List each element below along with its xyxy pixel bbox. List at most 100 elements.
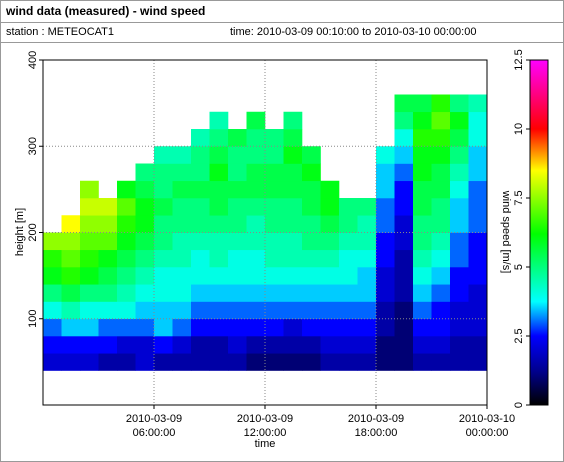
y-axis-label: height [m] bbox=[14, 208, 26, 256]
heat-cell bbox=[339, 301, 358, 320]
heat-cell bbox=[154, 163, 173, 182]
heat-cell bbox=[154, 180, 173, 199]
heat-cell bbox=[468, 198, 488, 216]
heat-cell bbox=[172, 249, 192, 268]
heat-cell bbox=[43, 336, 62, 354]
heat-cell bbox=[394, 232, 414, 251]
heat-cell bbox=[413, 198, 432, 216]
colorbar bbox=[529, 59, 549, 406]
heat-cell bbox=[468, 163, 488, 182]
heat-cell bbox=[172, 353, 192, 371]
heat-cell bbox=[98, 336, 118, 354]
x-tick-label: 18:00:00 bbox=[355, 427, 398, 439]
heat-cell bbox=[283, 111, 303, 130]
heat-cell bbox=[468, 336, 488, 354]
heat-cell bbox=[431, 198, 451, 216]
heat-cell bbox=[61, 284, 81, 302]
heat-cell bbox=[265, 318, 284, 337]
heat-cell bbox=[450, 353, 469, 371]
heat-cell bbox=[98, 249, 118, 268]
heat-cell bbox=[302, 353, 321, 371]
heat-cell bbox=[394, 301, 414, 320]
heat-cell bbox=[209, 111, 229, 130]
heat-cell bbox=[135, 198, 155, 216]
heat-cell bbox=[431, 111, 451, 130]
heat-cell bbox=[357, 353, 377, 371]
x-tick-label: 06:00:00 bbox=[133, 427, 176, 439]
heat-cell bbox=[302, 163, 321, 182]
heat-cell bbox=[172, 198, 192, 216]
heat-cell bbox=[376, 284, 395, 302]
heat-cell bbox=[80, 318, 99, 337]
heat-cell bbox=[80, 284, 99, 302]
heat-cell bbox=[320, 284, 340, 302]
heat-cell bbox=[394, 163, 414, 182]
heat-cell bbox=[209, 129, 229, 147]
heat-cell bbox=[339, 284, 358, 302]
colorbar-label: wind speed [m/s] bbox=[500, 190, 512, 274]
heat-cell bbox=[80, 249, 99, 268]
heat-cell bbox=[376, 146, 395, 164]
heat-cell bbox=[172, 284, 192, 302]
heat-cell bbox=[394, 111, 414, 130]
plot-border bbox=[42, 59, 488, 406]
heat-cell bbox=[413, 284, 432, 302]
heat-cell bbox=[413, 301, 432, 320]
heat-cell bbox=[265, 284, 284, 302]
heat-cell bbox=[302, 198, 321, 216]
heat-cell bbox=[357, 267, 377, 285]
heat-cell bbox=[413, 129, 432, 147]
heat-cell bbox=[135, 267, 155, 285]
heat-cell bbox=[135, 232, 155, 251]
heat-cell bbox=[191, 301, 210, 320]
heat-cell bbox=[450, 129, 469, 147]
heat-cell bbox=[450, 215, 469, 233]
heat-cell bbox=[228, 129, 247, 147]
x-tick-label: 2010-03-09 bbox=[126, 413, 182, 425]
heat-cell bbox=[228, 198, 247, 216]
heat-cell bbox=[43, 267, 62, 285]
heat-cell bbox=[320, 267, 340, 285]
heat-cell bbox=[61, 232, 81, 251]
heat-cell bbox=[80, 215, 99, 233]
heat-cell bbox=[43, 353, 62, 371]
heat-cell bbox=[117, 301, 136, 320]
heat-cell bbox=[172, 301, 192, 320]
heat-cell bbox=[80, 180, 99, 199]
heat-cell bbox=[228, 232, 247, 251]
heat-cell bbox=[172, 215, 192, 233]
heat-cell bbox=[117, 318, 136, 337]
x-tick-label: 00:00:00 bbox=[466, 427, 509, 439]
heat-cell bbox=[450, 301, 469, 320]
heat-cell bbox=[283, 198, 303, 216]
heat-cell bbox=[228, 215, 247, 233]
heat-cell bbox=[117, 267, 136, 285]
heat-cell bbox=[302, 249, 321, 268]
heat-cell bbox=[283, 163, 303, 182]
heat-cell bbox=[283, 353, 303, 371]
heat-cell bbox=[413, 215, 432, 233]
heat-cell bbox=[191, 180, 210, 199]
heat-cell bbox=[376, 267, 395, 285]
heat-cell bbox=[468, 129, 488, 147]
heat-cell bbox=[413, 180, 432, 199]
heat-cell bbox=[154, 267, 173, 285]
heat-cell bbox=[228, 180, 247, 199]
heat-cell bbox=[246, 129, 266, 147]
heat-cell bbox=[135, 301, 155, 320]
colorbar-tick-label: 5 bbox=[513, 264, 525, 270]
heat-cell bbox=[117, 249, 136, 268]
heat-cell bbox=[450, 163, 469, 182]
heat-cell bbox=[376, 301, 395, 320]
heat-cell bbox=[357, 232, 377, 251]
heat-cell bbox=[61, 249, 81, 268]
heat-cell bbox=[135, 318, 155, 337]
station: station : METEOCAT1 bbox=[6, 26, 114, 38]
heat-cell bbox=[265, 353, 284, 371]
colorbar-tick-label: 2.5 bbox=[513, 328, 525, 343]
heat-cell bbox=[320, 318, 340, 337]
heat-cell bbox=[357, 318, 377, 337]
heat-cell bbox=[431, 336, 451, 354]
heat-cell bbox=[98, 232, 118, 251]
